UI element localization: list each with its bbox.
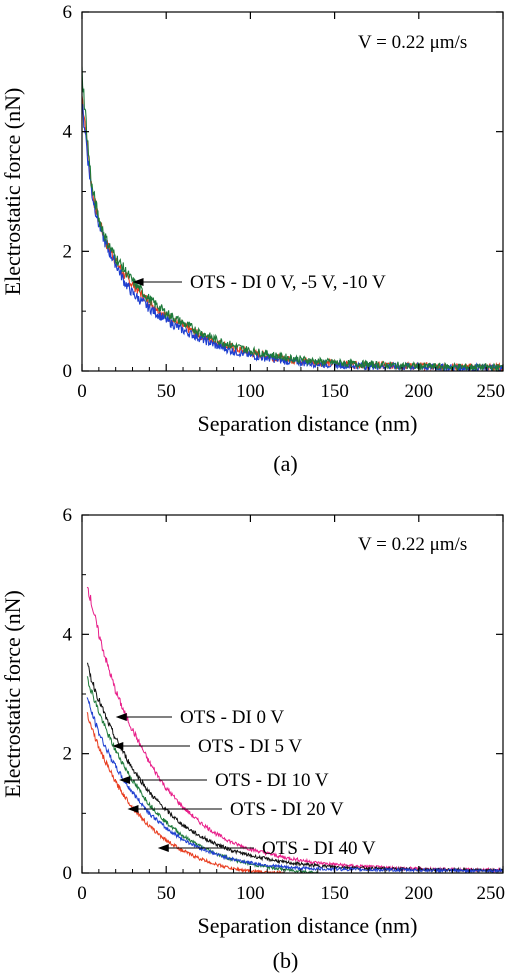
series-line-2 xyxy=(86,662,503,873)
series-line-1 xyxy=(82,95,503,371)
x-tick-label: 200 xyxy=(405,883,434,904)
annotation-label: OTS - DI 0 V, -5 V, -10 V xyxy=(190,272,386,293)
chart-panel-b: 0 50 100 150 200 250 0 2 4 6 Separation distance (… xyxy=(0,505,505,973)
x-tick-label: 250 xyxy=(477,381,506,402)
annotation-label: OTS - DI 40 V xyxy=(262,838,376,859)
y-tick-label: 6 xyxy=(63,2,73,23)
y-tick-label: 2 xyxy=(63,241,73,262)
chart-panel-a: 0 50 100 150 200 250 0 2 4 6 Separation distance (… xyxy=(0,2,505,476)
x-tick-label: 50 xyxy=(157,381,176,402)
panel-caption: (b) xyxy=(273,948,299,973)
y-tick-label: 0 xyxy=(63,863,73,884)
y-tick-label: 4 xyxy=(63,122,73,143)
annotation-arrow-head xyxy=(119,776,131,784)
annotation-arrow-head xyxy=(127,805,139,813)
annotation-arrow-head xyxy=(132,278,144,286)
y-axis-title: Electrostatic force (nN) xyxy=(0,88,25,296)
speed-label: V = 0.22 μm/s xyxy=(358,32,467,53)
x-tick-label: 50 xyxy=(157,883,176,904)
y-tick-label: 2 xyxy=(63,744,73,765)
series-line-3 xyxy=(82,66,503,371)
annotation-label: OTS - DI 5 V xyxy=(198,736,302,757)
x-tick-label: 150 xyxy=(320,381,349,402)
x-tick-label: 250 xyxy=(477,883,506,904)
x-tick-label: 200 xyxy=(405,381,434,402)
x-tick-label: 100 xyxy=(236,883,265,904)
y-tick-label: 4 xyxy=(63,624,73,645)
series-line-1 xyxy=(86,586,503,873)
plot-frame xyxy=(81,11,504,372)
series-line-4 xyxy=(86,697,503,873)
x-tick-label: 150 xyxy=(320,883,349,904)
y-tick-label: 6 xyxy=(63,505,73,526)
annotation-label: OTS - DI 10 V xyxy=(215,770,329,791)
annotation-label: OTS - DI 0 V xyxy=(180,707,284,728)
x-axis-title: Separation distance (nm) xyxy=(198,411,418,436)
x-tick-label: 0 xyxy=(77,883,87,904)
x-axis-title: Separation distance (nm) xyxy=(198,913,418,938)
annotation-arrow-head xyxy=(115,713,127,721)
annotation-arrow-head xyxy=(157,844,169,852)
x-tick-label: 100 xyxy=(236,381,265,402)
speed-label: V = 0.22 μm/s xyxy=(358,534,467,555)
series-line-2 xyxy=(82,103,503,371)
series-line-5 xyxy=(86,711,284,873)
annotation-label: OTS - DI 20 V xyxy=(230,799,344,820)
y-axis-title: Electrostatic force (nN) xyxy=(0,590,25,798)
panel-caption: (a) xyxy=(273,451,297,476)
y-tick-label: 0 xyxy=(63,361,73,382)
annotation-arrow-head xyxy=(112,742,124,750)
x-tick-label: 0 xyxy=(77,381,87,402)
